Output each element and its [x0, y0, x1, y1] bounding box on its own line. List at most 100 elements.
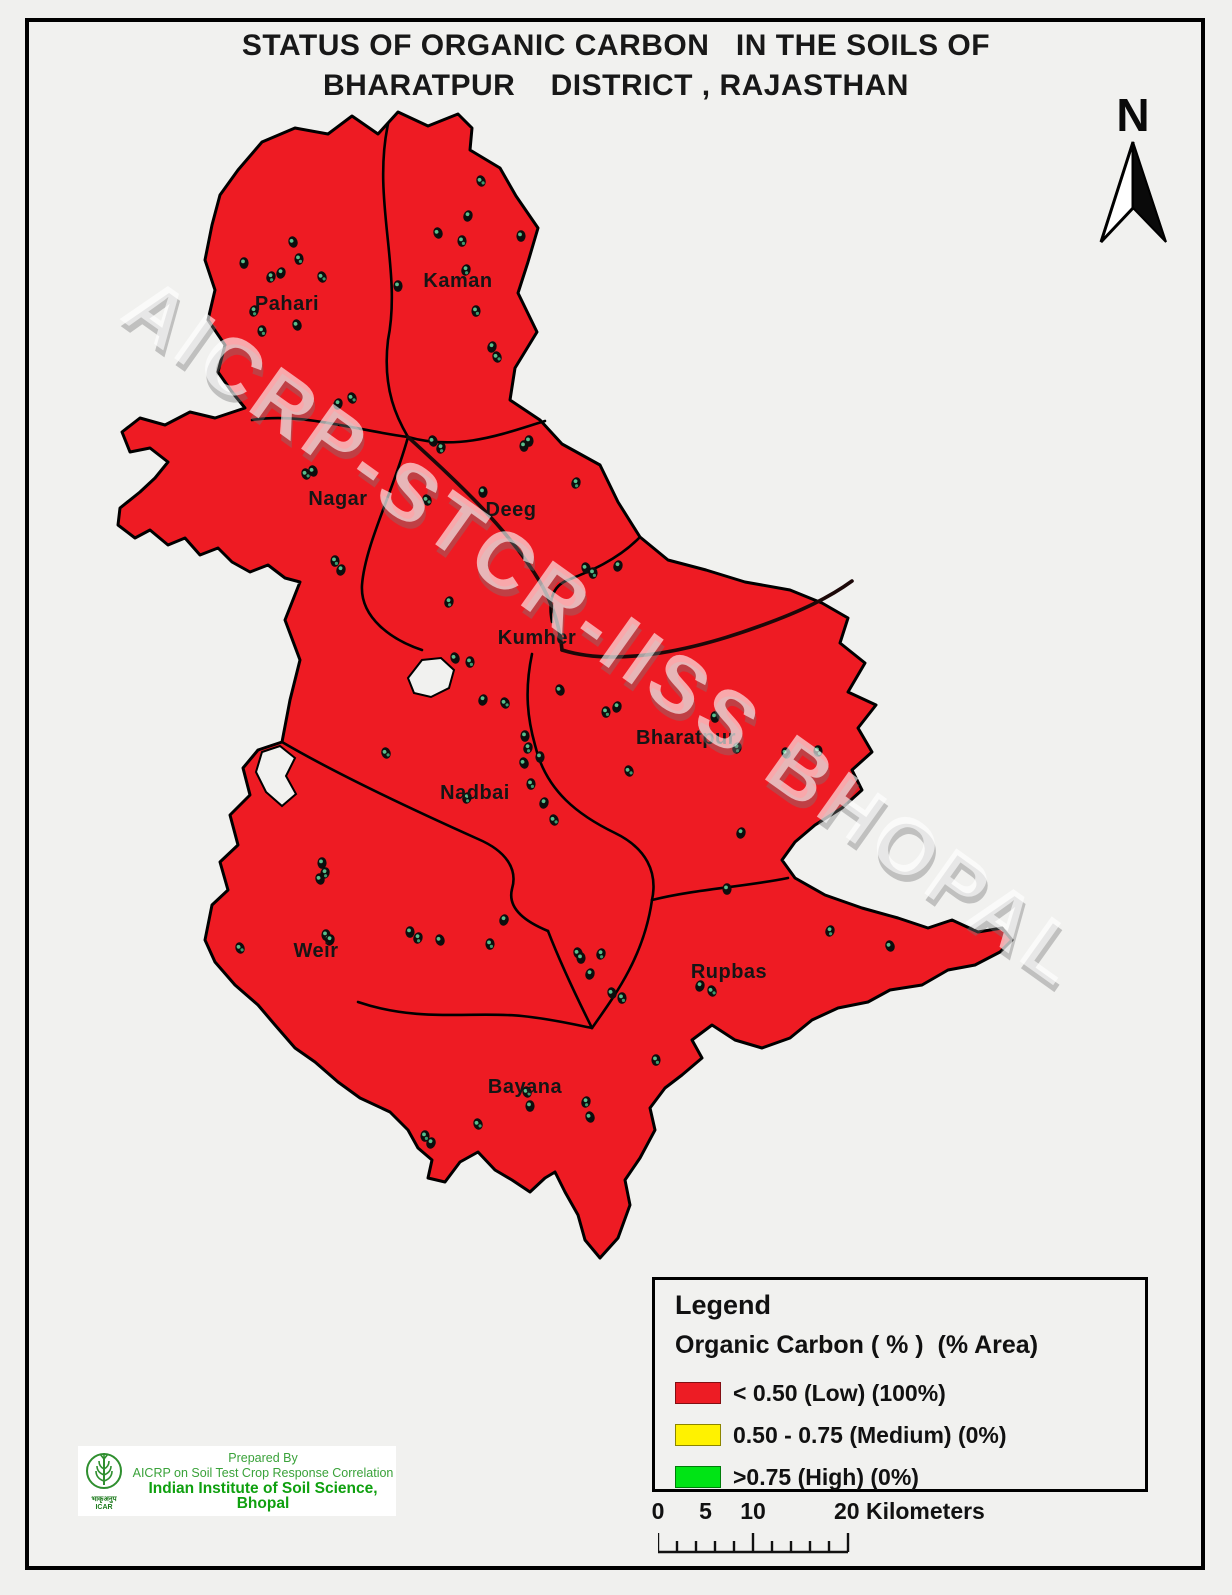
icar-emblem-icon [86, 1452, 122, 1489]
region-label-rupbas: Rupbas [691, 961, 767, 983]
scale-label: 5 [699, 1498, 712, 1524]
sample-point [444, 596, 454, 608]
sample-point [722, 883, 732, 895]
sample-point [288, 236, 298, 248]
icar-caption-hindi: भाकृअनुप [91, 1495, 117, 1503]
sample-point [266, 271, 276, 283]
credit-text: Prepared By AICRP on Soil Test Crop Resp… [130, 1451, 396, 1511]
sample-point [325, 934, 335, 946]
sample-point [294, 253, 304, 265]
road-line [560, 579, 854, 659]
sample-point [519, 757, 529, 769]
sample-point [461, 264, 471, 276]
legend-item: >0.75 (High) (0%) [675, 1456, 1145, 1498]
sample-point [499, 914, 509, 926]
title-line1: STATUS OF ORGANIC CARBON IN THE SOILS OF [241, 29, 991, 62]
sample-point [596, 948, 606, 960]
sample-point [347, 392, 357, 404]
sample-point [235, 942, 245, 954]
sample-point [612, 701, 622, 713]
lake [406, 656, 456, 699]
boundary-line [526, 652, 655, 902]
lake [254, 744, 298, 808]
legend-swatch [675, 1466, 721, 1488]
tehsil-boundaries [250, 122, 790, 1030]
sample-point [487, 341, 497, 353]
sample-point [435, 934, 445, 946]
scale-label: 20 Kilometers [834, 1498, 985, 1524]
icar-logo: भाकृअनुप ICAR [78, 1451, 130, 1512]
sample-point [426, 1137, 436, 1149]
sample-point [393, 280, 403, 292]
legend-heading: Legend [675, 1290, 772, 1320]
sample-point [576, 952, 586, 964]
sample-point [520, 730, 530, 742]
road-line [406, 435, 564, 652]
sample-point [317, 857, 327, 869]
north-label: N [1116, 89, 1150, 141]
sample-point [585, 968, 595, 980]
boundary-line [280, 740, 550, 933]
sample-point [588, 567, 598, 579]
sample-point [885, 940, 895, 952]
sample-point [249, 305, 259, 317]
sample-point [413, 932, 423, 944]
sample-point [405, 926, 415, 938]
sample-point [781, 747, 791, 759]
legend-swatch [675, 1424, 721, 1446]
boundary-line [590, 898, 654, 1030]
sample-point [433, 227, 443, 239]
sample-point [571, 477, 581, 489]
sample-point [500, 697, 510, 709]
scale-label: 10 [740, 1498, 766, 1524]
boundary-line [650, 876, 790, 902]
sample-point [549, 814, 559, 826]
legend-item: 0.50 - 0.75 (Medium) (0%) [675, 1414, 1145, 1456]
sample-point [526, 778, 536, 790]
sample-point [624, 765, 634, 777]
road-lines [406, 435, 854, 659]
sample-point [539, 797, 549, 809]
sample-point [613, 560, 623, 572]
sample-point [519, 440, 529, 452]
sample-point [457, 235, 467, 247]
sample-point [276, 267, 286, 279]
sample-point [315, 873, 325, 885]
sample-point [522, 1086, 532, 1098]
region-label-weir: Weir [294, 940, 339, 962]
boundary-line [546, 929, 594, 1030]
scale-bar: 0 5 10 20 Kilometers [648, 1498, 1068, 1558]
sample-point [651, 1054, 661, 1066]
sample-point [601, 706, 611, 718]
sample-point [581, 1096, 591, 1108]
sample-point [710, 711, 720, 723]
sample-point [462, 792, 472, 804]
icar-caption: ICAR [95, 1503, 113, 1511]
map-title: STATUS OF ORGANIC CARBON IN THE SOILS OF… [0, 26, 1232, 106]
sample-point [492, 351, 502, 363]
sample-point [695, 980, 705, 992]
sample-point [301, 468, 311, 480]
title-line2: BHARATPUR DISTRICT , RAJASTHAN [323, 69, 909, 102]
sample-point [292, 319, 302, 331]
sample-point [523, 742, 533, 754]
sample-point [607, 987, 617, 999]
district-shape [116, 110, 1014, 1260]
region-label-kaman: Kaman [423, 270, 492, 292]
sample-point [813, 745, 823, 757]
sample-point [825, 925, 835, 937]
sample-point [257, 325, 267, 337]
sample-point [485, 938, 495, 950]
sample-point [422, 494, 432, 506]
credit-line2: AICRP on Soil Test Crop Response Correla… [132, 1466, 394, 1480]
sample-point [317, 271, 327, 283]
north-arrow: N [1088, 92, 1178, 253]
sample-point [463, 210, 473, 222]
sample-point [707, 985, 717, 997]
region-label-kumher: Kumher [498, 627, 577, 649]
legend-item-label: 0.50 - 0.75 (Medium) (0%) [733, 1421, 1007, 1448]
region-label-nadbai: Nadbai [440, 782, 510, 804]
sample-point [436, 442, 446, 454]
